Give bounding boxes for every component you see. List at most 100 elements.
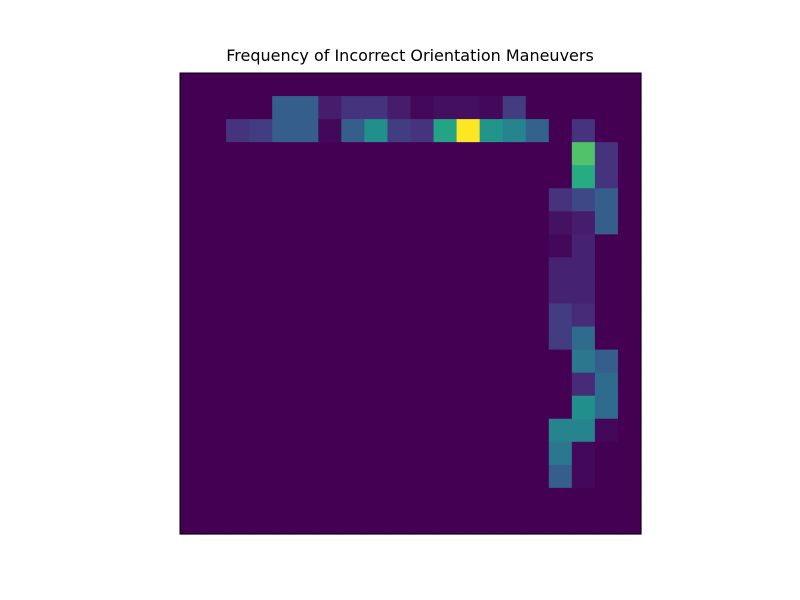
heatmap-cell-r5-c0: [180, 188, 204, 212]
heatmap-cell-r11-c0: [180, 326, 204, 351]
heatmap-cell-r8-c4: [272, 257, 296, 282]
heatmap-cell-r1-c16: [548, 96, 573, 120]
heatmap-cell-r4-c2: [226, 165, 250, 189]
heatmap-cell-r5-c12: [456, 188, 481, 212]
heatmap-cell-r13-c7: [341, 372, 365, 397]
heatmap-cell-r15-c4: [272, 418, 296, 443]
heatmap-cell-r13-c9: [387, 372, 412, 397]
heatmap-cell-r2-c1: [203, 119, 227, 143]
heatmap-cell-r17-c13: [479, 464, 504, 489]
heatmap-cell-r14-c2: [226, 395, 250, 420]
heatmap-cell-r19-c8: [364, 510, 389, 535]
heatmap-cell-r8-c6: [318, 257, 342, 282]
heatmap-cell-r7-c8: [364, 234, 389, 258]
heatmap-cell-r8-c0: [180, 257, 204, 282]
heatmap-cell-r2-c10: [410, 119, 435, 143]
heatmap-cell-r18-c9: [387, 487, 412, 512]
heatmap-cell-r16-c15: [525, 441, 550, 466]
heatmap-cell-r14-c19: [617, 395, 642, 420]
heatmap-cell-r5-c16: [548, 188, 573, 212]
heatmap-cell-r15-c14: [502, 418, 527, 443]
heatmap-cell-r3-c13: [479, 142, 504, 166]
heatmap-cell-r18-c1: [203, 487, 227, 512]
heatmap-cell-r1-c8: [364, 96, 389, 120]
heatmap-cell-r19-c14: [502, 510, 527, 535]
heatmap-cell-r0-c1: [203, 73, 227, 97]
heatmap-cell-r16-c18: [594, 441, 619, 466]
heatmap-cell-r0-c17: [571, 73, 596, 97]
heatmap-cell-r3-c18: [594, 142, 619, 166]
heatmap-cell-r14-c3: [249, 395, 273, 420]
heatmap-cell-r15-c9: [387, 418, 412, 443]
heatmap-cell-r1-c7: [341, 96, 365, 120]
heatmap-cell-r15-c5: [295, 418, 319, 443]
heatmap-cell-r15-c17: [571, 418, 596, 443]
heatmap-cell-r6-c15: [525, 211, 550, 235]
heatmap-cell-r13-c6: [318, 372, 342, 397]
heatmap-cell-r3-c9: [387, 142, 412, 166]
heatmap-cell-r4-c3: [249, 165, 273, 189]
heatmap-cell-r17-c15: [525, 464, 550, 489]
heatmap-cell-r8-c7: [341, 257, 365, 282]
heatmap-cell-r7-c12: [456, 234, 481, 258]
heatmap-cell-r1-c12: [456, 96, 481, 120]
heatmap-cell-r2-c12: [456, 119, 481, 143]
heatmap-cell-r14-c11: [433, 395, 458, 420]
heatmap-cell-r12-c7: [341, 349, 365, 374]
heatmap-cell-r6-c17: [571, 211, 596, 235]
heatmap-cell-r9-c3: [249, 280, 273, 305]
heatmap-cell-r6-c1: [203, 211, 227, 235]
heatmap-cell-r4-c19: [617, 165, 642, 189]
heatmap-cell-r1-c3: [249, 96, 273, 120]
heatmap-cell-r14-c10: [410, 395, 435, 420]
heatmap-cell-r9-c14: [502, 280, 527, 305]
heatmap-cell-r15-c2: [226, 418, 250, 443]
heatmap-cell-r1-c5: [295, 96, 319, 120]
heatmap-cell-r19-c3: [249, 510, 273, 535]
heatmap-cell-r5-c8: [364, 188, 389, 212]
heatmap-cell-r8-c14: [502, 257, 527, 282]
heatmap-cell-r5-c4: [272, 188, 296, 212]
heatmap-cell-r0-c16: [548, 73, 573, 97]
heatmap-cell-r16-c0: [180, 441, 204, 466]
heatmap-cell-r11-c6: [318, 326, 342, 351]
heatmap-cell-r16-c11: [433, 441, 458, 466]
heatmap-cell-r0-c0: [180, 73, 204, 97]
heatmap-cell-r9-c1: [203, 280, 227, 305]
heatmap-cell-r0-c12: [456, 73, 481, 97]
heatmap-cell-r11-c17: [571, 326, 596, 351]
heatmap-cell-r10-c8: [364, 303, 389, 328]
heatmap-cell-r7-c3: [249, 234, 273, 258]
heatmap-cell-r13-c16: [548, 372, 573, 397]
heatmap-cell-r0-c10: [410, 73, 435, 97]
heatmap-cell-r12-c16: [548, 349, 573, 374]
heatmap-cell-r5-c15: [525, 188, 550, 212]
heatmap-cell-r14-c1: [203, 395, 227, 420]
heatmap-cell-r15-c18: [594, 418, 619, 443]
heatmap-cell-r2-c15: [525, 119, 550, 143]
heatmap-cell-r8-c19: [617, 257, 642, 282]
heatmap-cell-r13-c8: [364, 372, 389, 397]
heatmap-cell-r9-c11: [433, 280, 458, 305]
heatmap-cell-r19-c5: [295, 510, 319, 535]
heatmap-cell-r10-c5: [295, 303, 319, 328]
heatmap-cell-r5-c7: [341, 188, 365, 212]
heatmap-cell-r14-c16: [548, 395, 573, 420]
heatmap-cell-r19-c13: [479, 510, 504, 535]
heatmap-cell-r10-c9: [387, 303, 412, 328]
heatmap-cell-r14-c6: [318, 395, 342, 420]
heatmap-cell-r18-c6: [318, 487, 342, 512]
heatmap-cell-r14-c17: [571, 395, 596, 420]
heatmap-cell-r16-c2: [226, 441, 250, 466]
heatmap-cell-r19-c1: [203, 510, 227, 535]
heatmap-cell-r6-c13: [479, 211, 504, 235]
heatmap-cell-r8-c8: [364, 257, 389, 282]
heatmap-cell-r18-c19: [617, 487, 642, 512]
heatmap-cell-r13-c5: [295, 372, 319, 397]
heatmap-cell-r1-c2: [226, 96, 250, 120]
heatmap-cell-r2-c4: [272, 119, 296, 143]
heatmap-cell-r16-c16: [548, 441, 573, 466]
heatmap-cell-r16-c8: [364, 441, 389, 466]
heatmap-cell-r5-c11: [433, 188, 458, 212]
heatmap-cell-r3-c16: [548, 142, 573, 166]
